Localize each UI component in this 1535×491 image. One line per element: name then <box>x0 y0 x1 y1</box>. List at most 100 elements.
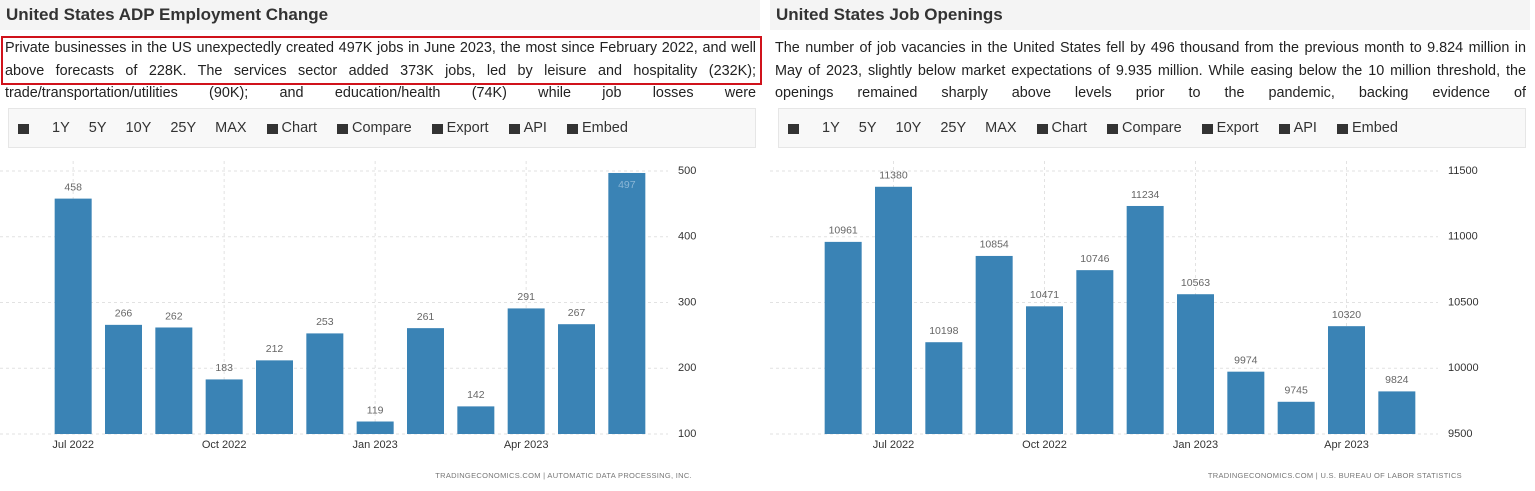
bar <box>507 308 545 434</box>
bar <box>356 421 394 434</box>
chart: 9500 10000 10500 11000 11500 Jul 2022 Oct 2022… <box>770 161 1479 480</box>
highlight-box <box>1 36 762 85</box>
icon <box>1107 123 1119 134</box>
value-label: 253 <box>316 316 334 328</box>
bar <box>457 406 495 434</box>
bar <box>1277 401 1315 434</box>
value-label: 262 <box>165 310 183 322</box>
y-tick-label: 10000 <box>1448 362 1479 374</box>
icon <box>1336 123 1348 134</box>
icon <box>566 123 578 134</box>
bar <box>875 186 912 434</box>
toolbar-button[interactable]: 5Y <box>89 120 107 136</box>
toolbar-button[interactable]: 1Y <box>52 120 70 136</box>
button-label: 10Y <box>895 120 922 136</box>
panel-title: United States Job Openings <box>770 0 1530 30</box>
source: TRADINGECONOMICS.COM | U.S. BUREAU OF LA… <box>1208 471 1462 480</box>
bar <box>1126 205 1164 434</box>
x-tick-label: Oct 2022 <box>1022 439 1067 451</box>
toolbar-button[interactable]: Compare <box>336 120 412 136</box>
panel: United States ADP Employment Change Priv… <box>0 0 762 491</box>
bar <box>54 198 92 434</box>
x-tick-label: Oct 2022 <box>202 439 247 451</box>
x-tick-label: Apr 2023 <box>504 439 549 451</box>
bar <box>608 172 646 434</box>
bar <box>1026 306 1063 434</box>
toolbar-button[interactable]: Chart <box>1036 120 1087 136</box>
y-tick-label: 500 <box>678 165 696 177</box>
button-label: Chart <box>281 120 318 136</box>
bar <box>105 324 142 434</box>
value-label: 11234 <box>1131 189 1160 201</box>
button-label: Embed <box>1351 120 1398 136</box>
toolbar-button[interactable]: 25Y <box>170 120 196 136</box>
toolbar-button[interactable]: 1Y <box>822 120 840 136</box>
button-label: Compare <box>352 120 412 136</box>
bar <box>256 360 293 434</box>
toolbar-button[interactable]: Embed <box>1336 120 1398 136</box>
button-label: Compare <box>1122 120 1182 136</box>
value-label: 10854 <box>980 239 1009 251</box>
bar <box>824 241 862 434</box>
value-label: 10563 <box>1181 277 1210 289</box>
toolbar: 1Y 5Y 10Y 25Y MAX Chart Compare Export API Embed <box>778 108 1526 148</box>
button-label: Export <box>446 120 489 136</box>
toolbar-button[interactable]: 10Y <box>126 120 152 136</box>
toolbar-button[interactable]: 5Y <box>859 120 877 136</box>
toolbar-button[interactable]: 10Y <box>896 120 922 136</box>
button-label: 1Y <box>52 120 70 136</box>
y-tick-label: 400 <box>678 231 696 243</box>
toolbar-button[interactable]: API <box>508 120 547 136</box>
value-label: 212 <box>266 343 284 355</box>
calendar-button[interactable] <box>787 122 803 135</box>
button-label: 5Y <box>858 120 877 136</box>
toolbar-button[interactable]: Embed <box>566 120 628 136</box>
bar <box>407 328 444 434</box>
value-label: 10198 <box>929 325 958 337</box>
y-tick-label: 9500 <box>1448 428 1472 440</box>
icon <box>18 123 29 134</box>
value-label: 266 <box>115 308 133 320</box>
value-label: 10471 <box>1030 289 1059 301</box>
toolbar-button[interactable]: Export <box>1201 120 1259 136</box>
toolbar-button[interactable]: API <box>1278 120 1317 136</box>
y-tick-label: 10500 <box>1448 296 1479 308</box>
toolbar-button[interactable]: MAX <box>985 120 1016 136</box>
x-tick-label: Apr 2023 <box>1324 439 1369 451</box>
icon <box>1278 123 1290 134</box>
y-tick-label: 11500 <box>1448 165 1478 177</box>
value-label: 261 <box>417 311 435 323</box>
value-label: 119 <box>367 404 384 416</box>
button-label: 10Y <box>125 120 152 136</box>
toolbar-button[interactable]: MAX <box>215 120 246 136</box>
bar <box>1227 371 1265 434</box>
icon <box>266 123 278 134</box>
calendar-button[interactable] <box>17 122 33 135</box>
value-label: 458 <box>64 181 82 193</box>
x-tick-label: Jan 2023 <box>353 439 398 451</box>
bar <box>306 333 344 434</box>
button-label: API <box>523 120 547 136</box>
toolbar-button[interactable]: 25Y <box>940 120 966 136</box>
toolbar-button[interactable]: Export <box>431 120 489 136</box>
bar <box>205 379 243 434</box>
description: The number of job vacancies in the Unite… <box>775 40 1526 102</box>
y-tick-label: 200 <box>678 362 696 374</box>
x-tick-label: Jul 2022 <box>52 439 94 451</box>
button-label: 5Y <box>88 120 107 136</box>
value-label: 291 <box>517 291 535 303</box>
bar <box>558 324 595 434</box>
value-label: 9824 <box>1385 374 1409 386</box>
icon <box>431 123 443 134</box>
button-label: 25Y <box>170 120 197 136</box>
value-label: 497 <box>618 179 636 191</box>
button-label: MAX <box>215 120 247 136</box>
value-label: 9745 <box>1284 385 1308 397</box>
button-label: Chart <box>1051 120 1088 136</box>
toolbar-button[interactable]: Compare <box>1106 120 1182 136</box>
value-label: 10746 <box>1080 253 1109 265</box>
toolbar-button[interactable]: Chart <box>266 120 317 136</box>
bar <box>1177 294 1214 434</box>
button-label: Export <box>1216 120 1259 136</box>
